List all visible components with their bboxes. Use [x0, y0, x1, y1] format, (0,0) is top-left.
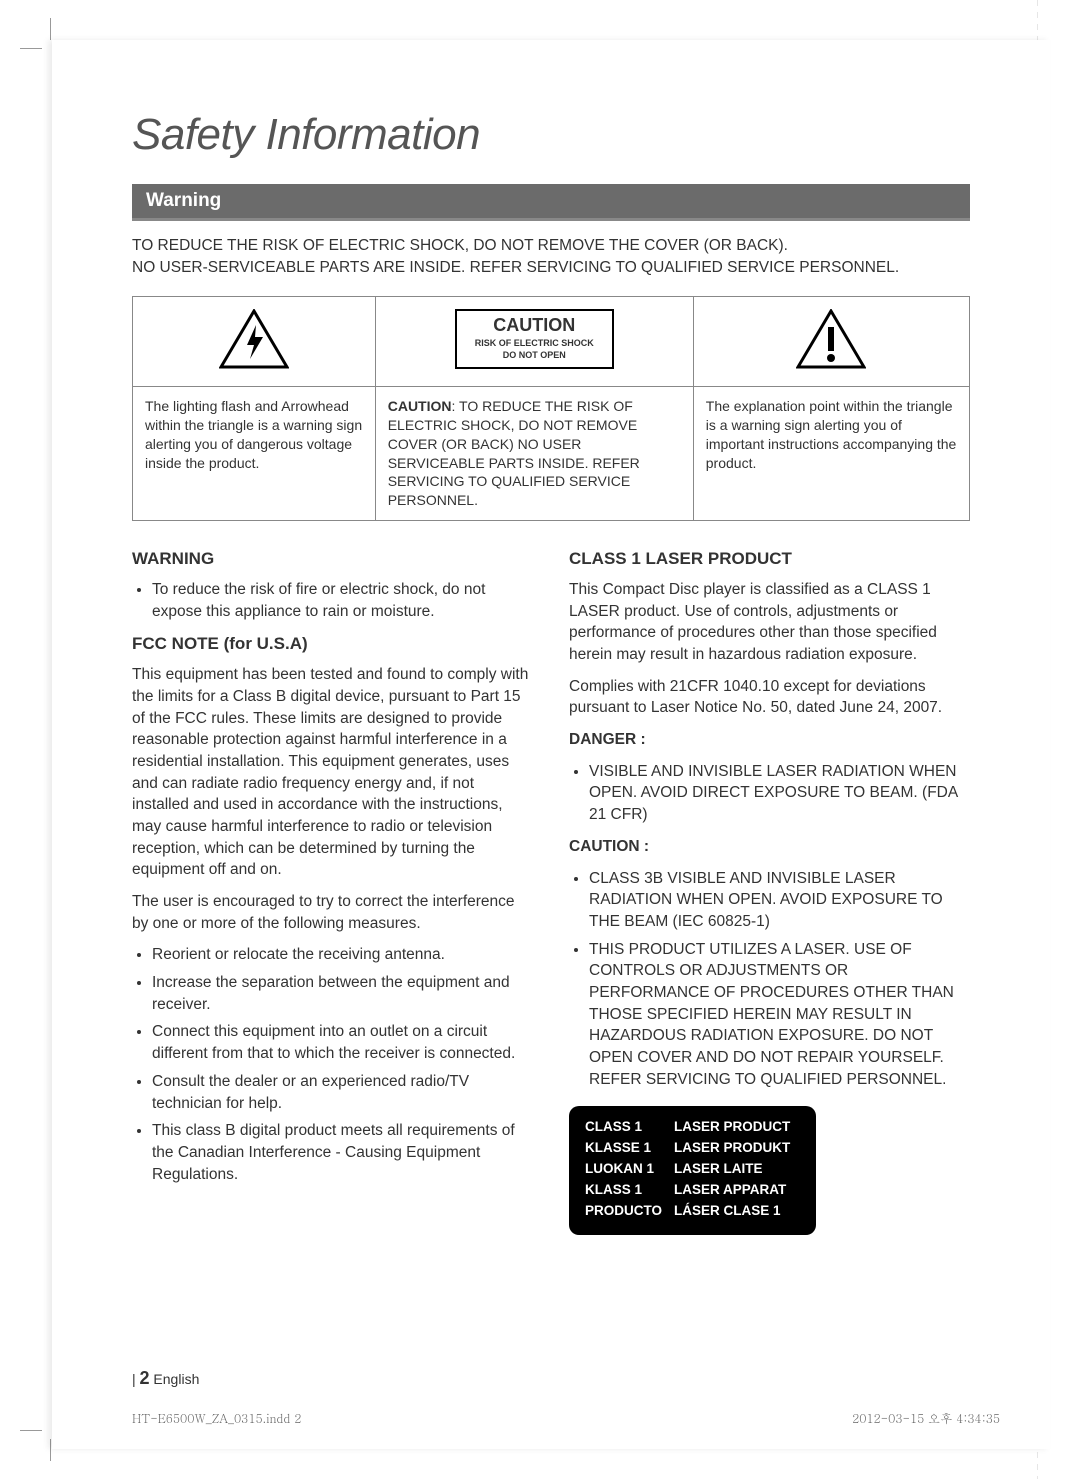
- page-number: 2: [140, 1368, 150, 1388]
- table-cell: The lighting flash and Arrowhead within …: [133, 386, 376, 520]
- caution-right-text: The explanation point within the triangl…: [706, 398, 957, 471]
- table-cell: LASER PRODUKT: [674, 1139, 800, 1158]
- danger-label: DANGER :: [569, 729, 970, 751]
- body-paragraph: This equipment has been tested and found…: [132, 664, 533, 881]
- table-cell: LASER PRODUCT: [674, 1118, 800, 1137]
- heading-warning: WARNING: [132, 547, 533, 571]
- table-cell: LASER APPARAT: [674, 1181, 800, 1200]
- table-cell: PRODUCTO: [585, 1202, 672, 1221]
- caution-left-text: The lighting flash and Arrowhead within …: [145, 398, 362, 471]
- body-paragraph: This Compact Disc player is classified a…: [569, 579, 970, 666]
- intro-text: TO REDUCE THE RISK OF ELECTRIC SHOCK, DO…: [132, 235, 970, 280]
- caution-box: CAUTION RISK OF ELECTRIC SHOCK DO NOT OP…: [455, 309, 614, 369]
- intro-line: TO REDUCE THE RISK OF ELECTRIC SHOCK, DO…: [132, 237, 788, 254]
- print-timestamp: 2012-03-15 오후 4:34:35: [852, 1410, 1000, 1427]
- list-item: Reorient or relocate the receiving anten…: [152, 944, 533, 966]
- print-file: HT-E6500W_ZA_0315.indd 2: [132, 1410, 301, 1427]
- list-item: Connect this equipment into an outlet on…: [152, 1021, 533, 1064]
- table-cell: LASER LAITE: [674, 1160, 800, 1179]
- table-row: KLASS 1LASER APPARAT: [585, 1181, 800, 1200]
- table-cell: [693, 296, 969, 386]
- caution-box-sub: RISK OF ELECTRIC SHOCK: [475, 339, 594, 349]
- laser-class-label-box: CLASS 1LASER PRODUCTKLASSE 1LASER PRODUK…: [569, 1106, 816, 1234]
- fcc-bullet-list: Reorient or relocate the receiving anten…: [132, 944, 533, 1185]
- table-cell: CLASS 1: [585, 1118, 672, 1137]
- caution-table: CAUTION RISK OF ELECTRIC SHOCK DO NOT OP…: [132, 296, 970, 521]
- list-item: VISIBLE AND INVISIBLE LASER RADIATION WH…: [589, 761, 970, 826]
- table-cell: CAUTION: TO REDUCE THE RISK OF ELECTRIC …: [375, 386, 693, 520]
- table-cell: LÁSER CLASE 1: [674, 1202, 800, 1221]
- table-cell: [133, 296, 376, 386]
- crop-mark: [50, 18, 51, 40]
- left-column: WARNING To reduce the risk of fire or el…: [132, 541, 533, 1241]
- lightning-triangle-icon: [219, 309, 289, 374]
- caution-center-prefix: CAUTION: [388, 398, 452, 414]
- page-footer: | 2 English: [132, 1368, 199, 1389]
- crop-mark: [20, 48, 42, 49]
- body-paragraph: Complies with 21CFR 1040.10 except for d…: [569, 676, 970, 719]
- list-item: THIS PRODUCT UTILIZES A LASER. USE OF CO…: [589, 939, 970, 1091]
- page-language: English: [150, 1371, 200, 1387]
- right-column: CLASS 1 LASER PRODUCT This Compact Disc …: [569, 541, 970, 1241]
- heading-laser: CLASS 1 LASER PRODUCT: [569, 547, 970, 571]
- section-heading-warning: Warning: [132, 184, 970, 221]
- exclamation-triangle-icon: [796, 309, 866, 374]
- two-column-body: WARNING To reduce the risk of fire or el…: [132, 541, 970, 1241]
- print-metadata: HT-E6500W_ZA_0315.indd 2 2012-03-15 오후 4…: [132, 1410, 1000, 1427]
- table-row: PRODUCTOLÁSER CLASE 1: [585, 1202, 800, 1221]
- table-cell: CAUTION RISK OF ELECTRIC SHOCK DO NOT OP…: [375, 296, 693, 386]
- crop-mark: [20, 1430, 42, 1431]
- page-title: Safety Information: [132, 110, 970, 160]
- intro-line: NO USER-SERVICEABLE PARTS ARE INSIDE. RE…: [132, 259, 899, 276]
- crop-mark: [50, 1439, 51, 1461]
- list-item: This class B digital product meets all r…: [152, 1120, 533, 1185]
- page-prefix: |: [132, 1371, 140, 1387]
- laser-class-table: CLASS 1LASER PRODUCTKLASSE 1LASER PRODUK…: [583, 1116, 802, 1222]
- list-item: Increase the separation between the equi…: [152, 972, 533, 1015]
- table-row: KLASSE 1LASER PRODUKT: [585, 1139, 800, 1158]
- table-row: LUOKAN 1LASER LAITE: [585, 1160, 800, 1179]
- heading-fcc: FCC NOTE (for U.S.A): [132, 632, 533, 656]
- list-item: To reduce the risk of fire or electric s…: [152, 579, 533, 622]
- list-item: Consult the dealer or an experienced rad…: [152, 1071, 533, 1114]
- list-item: CLASS 3B VISIBLE AND INVISIBLE LASER RAD…: [589, 868, 970, 933]
- table-cell: The explanation point within the triangl…: [693, 386, 969, 520]
- table-cell: KLASSE 1: [585, 1139, 672, 1158]
- body-paragraph: The user is encouraged to try to correct…: [132, 891, 533, 934]
- caution-box-sub: DO NOT OPEN: [475, 351, 594, 361]
- caution-bullet-list: CLASS 3B VISIBLE AND INVISIBLE LASER RAD…: [569, 868, 970, 1091]
- caution-box-title: CAUTION: [475, 313, 594, 337]
- caution-label: CAUTION :: [569, 836, 970, 858]
- table-cell: KLASS 1: [585, 1181, 672, 1200]
- caution-center-text: : TO REDUCE THE RISK OF ELECTRIC SHOCK, …: [388, 398, 640, 508]
- table-cell: LUOKAN 1: [585, 1160, 672, 1179]
- table-row: CLASS 1LASER PRODUCT: [585, 1118, 800, 1137]
- document-page: Safety Information Warning TO REDUCE THE…: [52, 40, 1050, 1449]
